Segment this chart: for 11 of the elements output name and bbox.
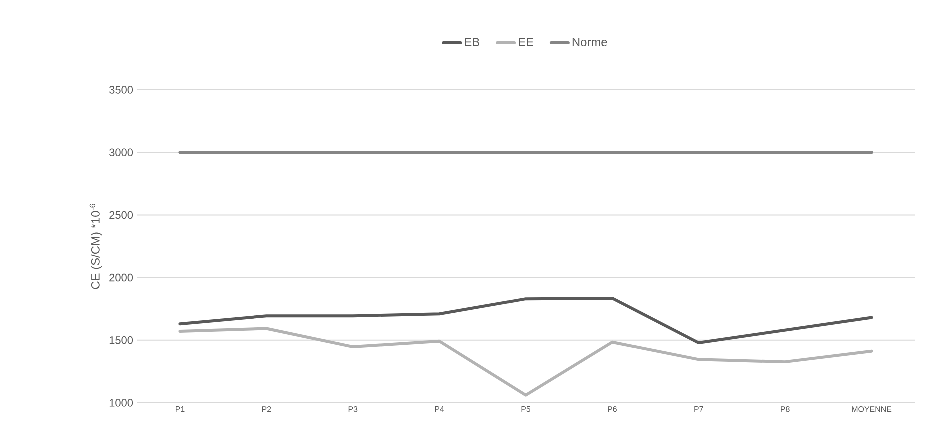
line-series	[178, 327, 874, 397]
y-tick-label: 1000	[110, 399, 134, 407]
legend-label: Norme	[572, 38, 608, 47]
y-tick-label: 1500	[110, 336, 134, 344]
y-tick-label: 3500	[110, 86, 134, 94]
y-tick-label: 2500	[110, 211, 134, 220]
y-axis-title: CE (S/CM) *10$^{-6}$	[90, 204, 102, 290]
y-tick-label: 2000	[110, 274, 134, 282]
legend-label: EE	[519, 38, 534, 46]
y-tick-label: 3000	[110, 148, 134, 156]
legend-label: EB	[465, 38, 480, 46]
